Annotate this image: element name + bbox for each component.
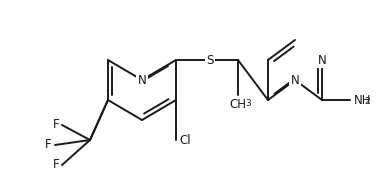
Text: N: N bbox=[318, 54, 326, 66]
Text: 2: 2 bbox=[364, 97, 370, 106]
Text: N: N bbox=[291, 74, 299, 87]
Text: CH: CH bbox=[229, 98, 247, 111]
Text: Cl: Cl bbox=[179, 133, 191, 146]
Text: F: F bbox=[52, 118, 59, 132]
Text: N: N bbox=[138, 74, 146, 87]
Text: F: F bbox=[52, 159, 59, 171]
Text: F: F bbox=[45, 138, 52, 151]
Text: S: S bbox=[206, 54, 214, 66]
Text: NH: NH bbox=[354, 94, 371, 107]
Text: 3: 3 bbox=[245, 99, 251, 108]
